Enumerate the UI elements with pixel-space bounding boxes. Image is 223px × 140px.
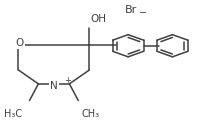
Text: +: +	[64, 76, 71, 85]
Text: O: O	[15, 38, 24, 48]
Text: OH: OH	[91, 14, 106, 24]
Text: N: N	[50, 81, 58, 91]
Text: Br: Br	[125, 5, 137, 15]
Text: CH₃: CH₃	[81, 109, 99, 119]
Text: H₃C: H₃C	[4, 109, 22, 119]
Text: −: −	[139, 8, 147, 18]
